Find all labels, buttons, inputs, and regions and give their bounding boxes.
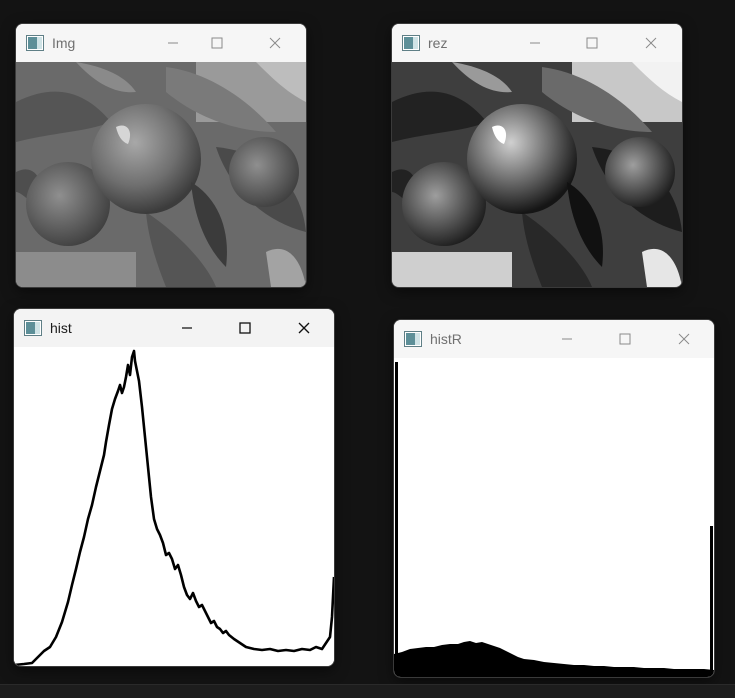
- window-rez[interactable]: rez: [392, 24, 682, 287]
- opencv-window-icon: [26, 35, 44, 51]
- close-button[interactable]: [628, 27, 674, 59]
- window-histR[interactable]: histR: [394, 320, 714, 677]
- maximize-button[interactable]: [602, 323, 648, 355]
- histogram-canvas-original: [14, 347, 334, 666]
- grayscale-fruit-image: [16, 62, 306, 287]
- opencv-window-icon: [24, 320, 42, 336]
- minimize-button[interactable]: [164, 312, 210, 344]
- titlebar-rez[interactable]: rez: [392, 24, 682, 62]
- close-button[interactable]: [661, 323, 707, 355]
- close-icon: [298, 322, 310, 334]
- image-canvas-rez: [392, 62, 682, 287]
- maximize-icon: [619, 333, 631, 345]
- window-title-hist: hist: [50, 320, 72, 336]
- maximize-button[interactable]: [194, 27, 240, 59]
- opencv-window-icon: [404, 331, 422, 347]
- window-title-histR: histR: [430, 331, 462, 347]
- close-button[interactable]: [281, 312, 327, 344]
- histogram-canvas-equalized: [394, 358, 714, 677]
- maximize-button[interactable]: [569, 27, 615, 59]
- histogram-fill-equalized: [394, 362, 714, 677]
- image-canvas-img: [16, 62, 306, 287]
- close-icon: [678, 333, 690, 345]
- maximize-button[interactable]: [222, 312, 268, 344]
- window-hist[interactable]: hist: [14, 309, 334, 666]
- histogram-curve-original: [14, 349, 334, 666]
- close-icon: [269, 37, 281, 49]
- minimize-button[interactable]: [150, 27, 196, 59]
- minimize-button[interactable]: [512, 27, 558, 59]
- titlebar-img[interactable]: Img: [16, 24, 306, 62]
- titlebar-hist[interactable]: hist: [14, 309, 334, 347]
- close-icon: [645, 37, 657, 49]
- maximize-icon: [239, 322, 251, 334]
- close-button[interactable]: [252, 27, 298, 59]
- equalized-fruit-image: [392, 62, 682, 287]
- maximize-icon: [586, 37, 598, 49]
- titlebar-histR[interactable]: histR: [394, 320, 714, 358]
- minimize-icon: [168, 42, 178, 44]
- minimize-icon: [182, 327, 192, 329]
- opencv-window-icon: [402, 35, 420, 51]
- minimize-icon: [562, 338, 572, 340]
- window-img[interactable]: Img: [16, 24, 306, 287]
- taskbar-edge: [0, 684, 735, 698]
- maximize-icon: [211, 37, 223, 49]
- minimize-icon: [530, 42, 540, 44]
- window-title-rez: rez: [428, 35, 448, 51]
- minimize-button[interactable]: [544, 323, 590, 355]
- window-title-img: Img: [52, 35, 76, 51]
